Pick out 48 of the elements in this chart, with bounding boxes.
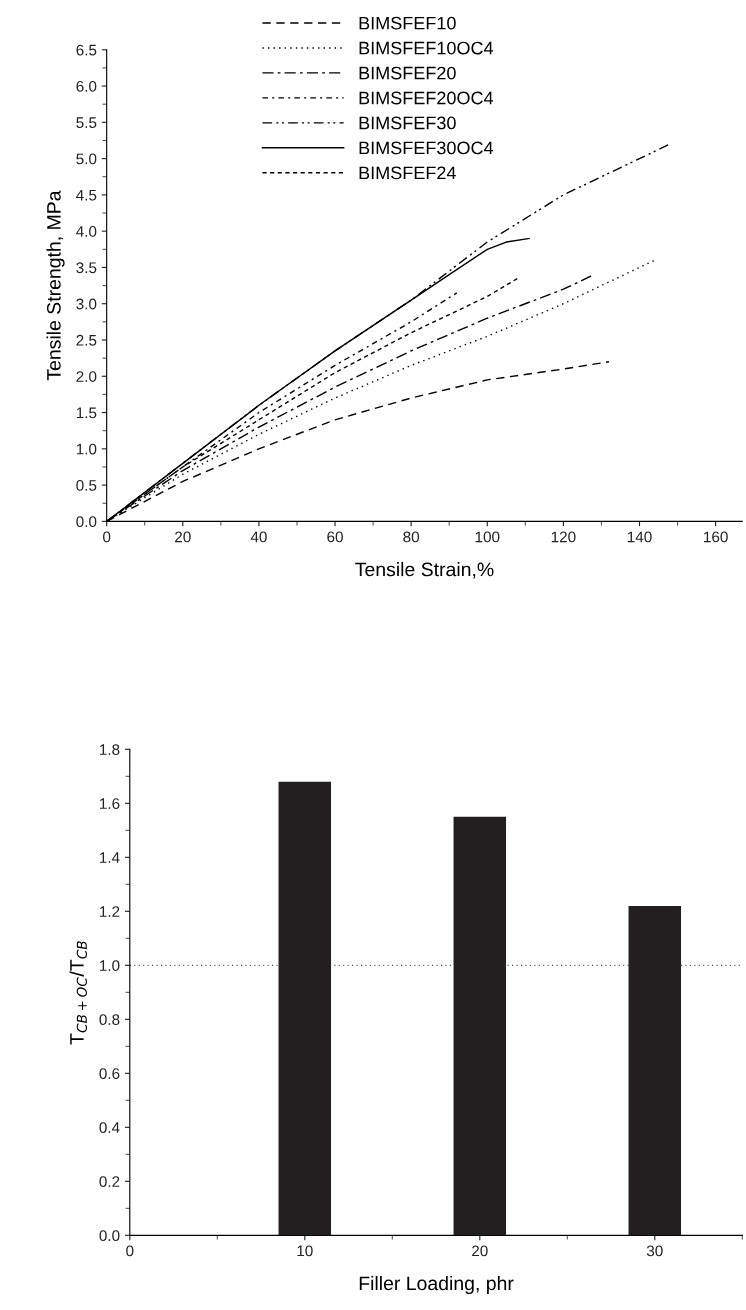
y-tick-label: 6.5: [76, 44, 97, 56]
y-tick-label: 3.0: [76, 298, 97, 310]
x-tick-label: 100: [475, 531, 500, 543]
y-tick-label: 1.0: [76, 443, 97, 455]
y-tick-label: 2.0: [76, 371, 97, 382]
y-tick-label: 1.8: [100, 744, 120, 756]
legend-label: BIMSFEF30OC4: [359, 141, 494, 155]
x-tick-label: 0: [126, 1245, 134, 1257]
legend-label: BIMSFEF24: [359, 166, 456, 180]
y-tick-label: 1.0: [100, 960, 120, 972]
y-tick-label: 1.2: [100, 906, 120, 917]
y-tick-label: 6.0: [76, 80, 97, 92]
y-tick-label: 1.6: [100, 798, 120, 810]
y-tick-label: 1.5: [76, 407, 97, 419]
y-tick-label: 0.8: [99, 1014, 120, 1026]
x-axis-title: Tensile Strain,%: [355, 562, 494, 579]
legend-label: BIMSFEF30: [359, 116, 456, 130]
x-tick-label: 20: [175, 531, 191, 543]
x-tick-label: 60: [327, 531, 343, 543]
x-tick-label: 20: [472, 1245, 488, 1257]
x-tick-label: 160: [704, 531, 728, 543]
x-tick-label: 120: [551, 531, 576, 543]
y-tick-label: 5.5: [76, 117, 97, 129]
y-tick-label: 4.0: [76, 226, 97, 237]
y-axis-title: T$_{CB+OC}$/T$_{CB}$: [69, 941, 87, 1045]
y-tick-label: 5.0: [76, 153, 97, 165]
y-tick-label: 3.5: [76, 262, 97, 274]
y-tick-label: 0.2: [99, 1176, 120, 1188]
y-tick-label: 2.5: [76, 334, 97, 346]
x-tick-label: 80: [403, 531, 420, 543]
x-axis-title: Filler Loading, phr: [359, 1275, 514, 1295]
x-tick-label: 0: [103, 531, 111, 543]
x-tick-label: 40: [250, 531, 267, 543]
legend-label: BIMSFEF10OC4: [359, 41, 494, 55]
y-tick-label: 0.6: [99, 1068, 120, 1080]
y-tick-label: 0.4: [99, 1122, 120, 1134]
legend-label: BIMSFEF20: [359, 66, 456, 80]
y-tick-label: 0.5: [76, 479, 97, 491]
y-tick-label: 1.4: [100, 852, 120, 863]
legend-label: BIMSFEF10: [359, 16, 456, 30]
legend-label: BIMSFEF20OC4: [359, 91, 494, 105]
x-tick-label: 140: [627, 531, 652, 543]
x-tick-label: 30: [646, 1245, 663, 1257]
y-tick-label: 4.5: [76, 189, 97, 201]
x-tick-label: 10: [297, 1245, 313, 1257]
y-axis-title: Tensile Strength, MPa: [46, 190, 65, 381]
y-tick-label: 0.0: [76, 516, 97, 528]
y-tick-label: 0.0: [99, 1230, 120, 1242]
